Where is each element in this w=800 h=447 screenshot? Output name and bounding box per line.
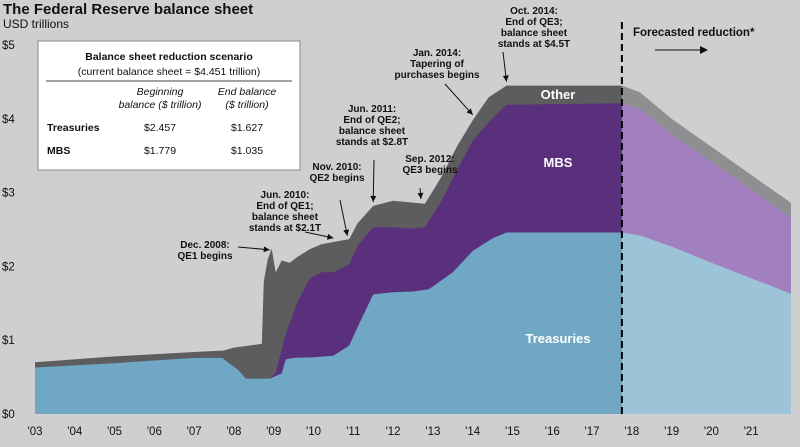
y-tick-label: $5 [2,40,15,52]
area-label-other: Other [541,87,576,102]
annotation-arrow [372,159,375,202]
chart-title: The Federal Reserve balance sheet [3,1,253,18]
x-tick-label: '16 [545,426,560,438]
y-tick-label: $1 [2,335,15,347]
annotation-text: Dec. 2008: [180,240,229,251]
annotation-text: QE1 begins [177,251,232,262]
chart-subtitle: USD trillions [3,17,69,31]
annotation-text: balance sheet [339,126,406,137]
row-label-mbs: MBS [47,145,70,157]
y-tick-label: $2 [2,261,15,273]
annotation-text: End of QE1; [256,201,313,212]
x-tick-label: '09 [266,426,281,438]
annotation-text: balance sheet [252,212,319,223]
annotation-text: stands at $2.8T [336,137,408,148]
cell-mbs-begin: $1.779 [144,145,176,157]
annotation-text: Oct. 2014: [510,6,558,17]
col-header-end-line2: ($ trillion) [225,99,268,111]
x-axis-ticks: '03 '04 '05 '06 '07 '08 '09 '10 '11 '12 '13 '14 '15 '… [28,426,759,438]
annotation-text: stands at $4.5T [498,39,570,50]
x-tick-label: '05 [107,426,122,438]
annotation-text: Tapering of [410,59,464,70]
annotation-arrowhead [326,233,334,240]
cell-treasuries-end: $1.627 [231,122,263,134]
x-tick-label: '03 [28,426,43,438]
x-tick-label: '14 [465,426,481,438]
scenario-table-subtitle: (current balance sheet = $4.451 trillion… [78,66,260,78]
row-label-treasuries: Treasuries [47,122,100,134]
annotation-text: Jun. 2011: [348,104,396,115]
y-tick-label: $4 [2,114,15,126]
annotation-arrowhead [417,192,424,199]
x-tick-label: '13 [425,426,440,438]
annotation-arrowhead [502,75,509,82]
x-tick-label: '07 [187,426,202,438]
col-header-end-line1: End balance [218,86,277,98]
x-tick-label: '12 [386,426,401,438]
annotation-text: QE2 begins [309,173,364,184]
annotation-text: Sep. 2012: [405,154,454,165]
x-tick-label: '11 [346,426,360,438]
x-tick-label: '06 [147,426,162,438]
x-tick-label: '21 [744,426,759,438]
forecast-arrow-head [700,46,708,54]
annotation-arrow [339,199,348,236]
scenario-table-box [37,40,301,171]
annotation-text: Jun. 2010: [261,190,310,201]
annotation-arrowhead [343,229,350,236]
annotation-text: End of QE3; [505,17,562,28]
x-tick-label: '18 [624,426,639,438]
cell-treasuries-begin: $2.457 [144,122,176,134]
scenario-table-title: Balance sheet reduction scenario [85,51,252,63]
y-tick-label: $0 [2,409,15,421]
x-tick-label: '08 [226,426,241,438]
x-tick-label: '17 [585,426,600,438]
col-header-begin-line1: Beginning [137,86,184,98]
area-layers [35,85,791,414]
annotation-arrowhead [370,195,377,202]
annotation-text: balance sheet [501,28,568,39]
annotation-arrowhead [263,246,270,253]
x-tick-label: '04 [67,426,83,438]
forecast-label: Forecasted reduction* [633,27,755,39]
area-treasuries-forecast [621,232,791,414]
annotation-text: QE3 begins [402,165,457,176]
x-tick-label: '20 [704,426,719,438]
annotation-arrow [444,83,474,116]
cell-mbs-end: $1.035 [231,145,263,157]
x-tick-label: '10 [306,426,321,438]
annotation-arrowhead [466,108,473,115]
x-tick-label: '15 [505,426,520,438]
scenario-table: Balance sheet reduction scenario (curren… [37,40,301,171]
area-treasuries [35,232,622,414]
annotation-text: Jan. 2014: [413,48,461,59]
annotation-text: purchases begins [394,70,479,81]
annotation-text: stands at $2.1T [249,223,321,234]
annotation-text: Nov. 2010: [312,162,361,173]
col-header-begin-line2: balance ($ trillion) [119,99,202,111]
annotations: Dec. 2008:QE1 begins Jun. 2010:End of QE1… [177,6,570,262]
y-tick-label: $3 [2,188,15,200]
x-tick-label: '19 [664,426,679,438]
y-axis-ticks: $0 $1 $2 $3 $4 $5 [2,40,15,421]
area-label-mbs: MBS [544,155,573,170]
annotation-text: End of QE2; [343,115,400,126]
area-label-treasuries: Treasuries [525,331,590,346]
